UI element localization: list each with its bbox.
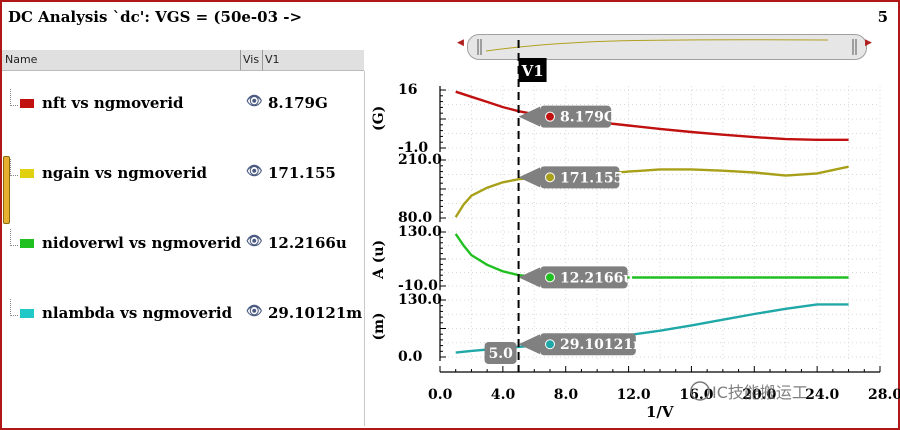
- signal-name: nlambda vs ngmoverid: [42, 304, 233, 322]
- column-divider[interactable]: [262, 50, 263, 70]
- marker-point[interactable]: [545, 272, 555, 283]
- window-title: DC Analysis `dc': VGS = (50e-03 ->: [8, 8, 303, 26]
- title-bar: DC Analysis `dc': VGS = (50e-03 -> 5: [2, 2, 894, 32]
- marker-tag[interactable]: [518, 58, 547, 82]
- header-name[interactable]: Name: [5, 53, 38, 66]
- y-tick-label: 0.0: [398, 349, 423, 365]
- tree-connector: [10, 159, 18, 176]
- value-bubble-pointer: [518, 334, 540, 355]
- marker-point[interactable]: [545, 111, 555, 122]
- color-swatch: [20, 239, 34, 248]
- y-axis-label: (m): [371, 312, 387, 340]
- y-tick-label: -1.0: [398, 140, 428, 156]
- scroll-left-icon[interactable]: ◀: [457, 38, 464, 48]
- value-bubble: [540, 266, 628, 289]
- value-bubble: [540, 166, 620, 189]
- color-swatch: [20, 309, 34, 318]
- marker-value-label: 12.2166u: [560, 270, 634, 286]
- x-axis-label: 1/V: [646, 403, 674, 421]
- overview-thumbnail: [477, 39, 857, 55]
- x-tick-label: 8.0: [554, 387, 579, 403]
- signal-value: 12.2166u: [268, 234, 347, 252]
- signal-value: 171.155: [268, 164, 336, 182]
- eye-icon[interactable]: 👁: [246, 164, 263, 179]
- scroll-right-icon[interactable]: ▶: [865, 38, 872, 48]
- watermark-text: IC技能搬运工: [712, 383, 808, 402]
- y-tick-label: 130.0: [398, 224, 442, 240]
- column-divider[interactable]: [240, 50, 241, 70]
- marker-value-label: 29.10121m: [560, 337, 648, 353]
- overview-scrollbar[interactable]: ◀ ▶: [455, 32, 877, 60]
- header-v1[interactable]: V1: [265, 53, 280, 66]
- marker-x-label: 5.0: [489, 346, 514, 362]
- x-tick-label: 12.0: [617, 387, 651, 403]
- color-swatch: [20, 169, 34, 178]
- signal-row-nidoverwl[interactable]: nidoverwl vs ngmoverid 👁 12.2166u: [2, 229, 364, 259]
- y-tick-label: 210.0: [398, 152, 442, 168]
- x-tick-label: 0.0: [428, 387, 453, 403]
- tree-connector: [10, 89, 18, 106]
- x-tick-label: 24.0: [805, 387, 839, 403]
- eye-icon[interactable]: 👁: [246, 304, 263, 319]
- signal-row-nft[interactable]: nft vs ngmoverid 👁 8.179G: [2, 89, 364, 119]
- selection-handle[interactable]: [3, 156, 10, 224]
- value-bubble: [540, 105, 612, 128]
- value-bubble-pointer: [518, 167, 540, 188]
- y-tick-label: 80.0: [398, 210, 432, 226]
- wechat-icon: [690, 381, 710, 401]
- marker-value-label: 8.179G: [560, 110, 616, 126]
- signal-name: ngain vs ngmoverid: [42, 164, 207, 182]
- x-tick-label: 20.0: [742, 387, 776, 403]
- signal-row-ngain[interactable]: ngain vs ngmoverid 👁 171.155: [2, 159, 364, 189]
- marker-tag-label: V1: [521, 62, 544, 80]
- value-bubble-pointer: [518, 106, 540, 127]
- marker-point[interactable]: [545, 339, 555, 350]
- signal-name: nft vs ngmoverid: [42, 94, 184, 112]
- overview-track[interactable]: [467, 34, 867, 60]
- signal-list: nft vs ngmoverid 👁 8.179G ngain vs ngmov…: [2, 71, 365, 426]
- y-tick-label: 16: [398, 82, 417, 98]
- value-bubble: [540, 333, 636, 356]
- window-number: 5: [877, 8, 888, 26]
- signal-value: 8.179G: [268, 94, 328, 112]
- tree-connector: [10, 229, 18, 246]
- signal-value: 29.10121m: [268, 304, 363, 322]
- x-tick-label: 4.0: [491, 387, 516, 403]
- x-tick-label: 28.0: [868, 387, 900, 403]
- y-axis-label: A (u): [371, 240, 387, 280]
- header-vis[interactable]: Vis: [243, 53, 260, 66]
- y-tick-label: 130.0: [398, 292, 442, 308]
- marker-x-box: [484, 342, 517, 364]
- signal-list-header: Name Vis V1: [2, 50, 364, 71]
- signal-name: nidoverwl vs ngmoverid: [42, 234, 242, 252]
- eye-icon[interactable]: 👁: [246, 234, 263, 249]
- y-axis-label: (G): [371, 106, 387, 131]
- marker-value-label: 171.155: [560, 170, 623, 186]
- y-tick-label: -10.0: [398, 278, 438, 294]
- tree-connector: [10, 299, 18, 316]
- color-swatch: [20, 99, 34, 108]
- marker-point[interactable]: [545, 172, 555, 183]
- value-bubble-pointer: [518, 267, 540, 288]
- signal-row-nlambda[interactable]: nlambda vs ngmoverid 👁 29.10121m: [2, 299, 364, 329]
- eye-icon[interactable]: 👁: [246, 94, 263, 109]
